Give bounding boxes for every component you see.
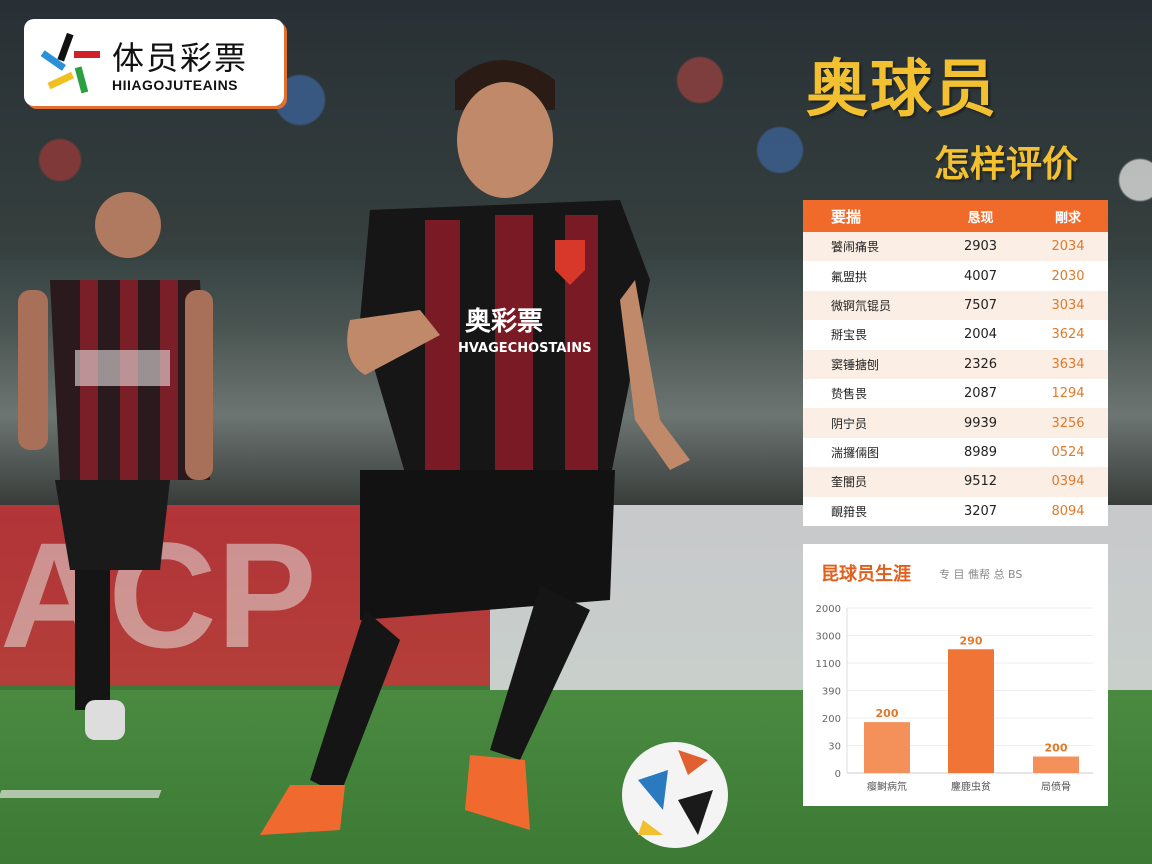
table-cell: 2087 (963, 386, 998, 402)
column-header: 要揣 (831, 207, 862, 226)
table-row: 窦锤搪刨 2326 3634 (803, 349, 1108, 379)
table-cell: 0524 (1051, 444, 1085, 460)
table-cell: 2030 (1051, 268, 1085, 284)
table-cell: 9512 (963, 474, 998, 490)
table-row: 奎闇员 9512 0394 (803, 467, 1108, 497)
headline-title: 奥球员 (806, 52, 999, 125)
bar (1033, 756, 1079, 773)
y-tick-label: 30 (828, 742, 841, 753)
table-cell: 9939 (963, 415, 998, 431)
bar-value-label: 200 (1045, 742, 1068, 755)
table-cell: 奎闇员 (831, 475, 868, 490)
bar-value-label: 290 (960, 634, 983, 647)
chart-subtitle: 专 目 僬帮 总 BS (939, 568, 1023, 581)
y-tick-label: 200 (822, 714, 841, 725)
table-cell: 湍攞倆图 (831, 445, 880, 460)
table-cell: 2903 (963, 239, 998, 255)
table-cell: 窦锤搪刨 (831, 357, 880, 372)
x-tick-label: 局偾骨 (1041, 781, 1071, 793)
table-cell: 7507 (963, 297, 998, 313)
table-cell: 4007 (963, 268, 998, 284)
table-cell: 贽售畏 (831, 387, 868, 402)
bar (864, 722, 910, 773)
brand-name-cn: 体员彩票 (112, 39, 249, 77)
background-player (18, 192, 213, 740)
table-cell: 3034 (1051, 297, 1085, 313)
table-cell: 8094 (1051, 503, 1085, 519)
column-header: 恳现 (967, 210, 994, 226)
table-cell: 3207 (963, 503, 998, 519)
table-cell: 0394 (1051, 474, 1085, 490)
y-tick-label: 1100 (816, 659, 841, 670)
table-cell: 掰宝畏 (831, 328, 868, 343)
football (622, 742, 728, 848)
y-tick-label: 390 (822, 687, 841, 698)
y-tick-label: 0 (835, 769, 841, 780)
main-player: 奥彩票 HVAGECHOSTAINS (260, 60, 690, 835)
brand-logo: 体员彩票 HIIAGOJUTEAINS (24, 19, 284, 106)
table-row: 微锕氘锟员 7507 3034 (803, 290, 1108, 321)
table-cell: 8989 (963, 444, 998, 460)
table-row: 湍攞倆图 8989 0524 (803, 438, 1108, 467)
table-row: 掰宝畏 2004 3624 (803, 320, 1108, 349)
pitch-line (0, 790, 162, 798)
club-crest (555, 240, 585, 285)
y-tick-label: 2000 (816, 604, 841, 615)
table-cell: 2326 (963, 356, 998, 372)
bar-chart: 0 30 200 390 1100 3000 2000 200 瘿鲥病氘 290 鏖鹿虫贫 200 局偾… (816, 604, 1093, 793)
chart-title: 昆球员生涯 (821, 564, 911, 585)
table-cell: 3634 (1051, 356, 1085, 372)
table-row: 阴宁员 9939 3256 (803, 408, 1108, 438)
table-cell: 饕闹痛畏 (831, 240, 880, 255)
table-cell: 2034 (1051, 239, 1085, 255)
brand-name-en: HIIAGOJUTEAINS (112, 77, 239, 93)
jersey-sponsor-en: HVAGECHOSTAINS (458, 341, 592, 356)
table-cell: 2004 (963, 327, 998, 343)
table-row: 靦箝畏 3207 8094 (803, 497, 1108, 526)
table-cell: 氟盟拱 (831, 269, 868, 284)
table-cell: 3624 (1051, 327, 1085, 343)
table-cell: 靦箝畏 (831, 504, 868, 519)
table-row: 饕闹痛畏 2903 2034 (803, 232, 1108, 262)
x-tick-label: 瘿鲥病氘 (867, 780, 907, 793)
headline-subtitle: 怎样评价 (934, 144, 1079, 185)
table-cell: 1294 (1051, 386, 1085, 402)
table-row: 贽售畏 2087 1294 (803, 379, 1108, 408)
bar-value-label: 200 (876, 707, 899, 720)
y-tick-label: 3000 (816, 632, 841, 643)
table-row: 氟盟拱 4007 2030 (803, 261, 1108, 290)
table-cell: 3256 (1051, 415, 1085, 431)
career-chart: 昆球员生涯 专 目 僬帮 总 BS 0 30 200 390 1100 3000 2000 2… (803, 544, 1108, 806)
table-header: 要揣 恳现 剛求 (803, 200, 1108, 232)
logo-mark-icon (40, 32, 100, 94)
table-cell: 阴宁员 (831, 416, 868, 431)
bar (948, 649, 994, 773)
jersey-sponsor-cn: 奥彩票 (465, 306, 543, 337)
table-cell: 微锕氘锟员 (831, 298, 892, 313)
stats-table: 要揣 恳现 剛求 饕闹痛畏 2903 2034 氟盟拱 4007 2030 微锕氘锟员 750… (803, 200, 1108, 526)
x-tick-label: 鏖鹿虫贫 (951, 780, 991, 793)
column-header: 剛求 (1054, 210, 1081, 226)
